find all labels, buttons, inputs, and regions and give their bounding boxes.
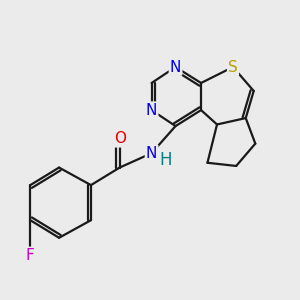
Text: N: N [170,59,181,74]
Text: S: S [228,59,238,74]
Text: N: N [146,146,157,161]
Text: N: N [146,103,157,118]
Text: O: O [114,131,126,146]
Text: H: H [160,151,172,169]
Text: F: F [26,248,35,263]
